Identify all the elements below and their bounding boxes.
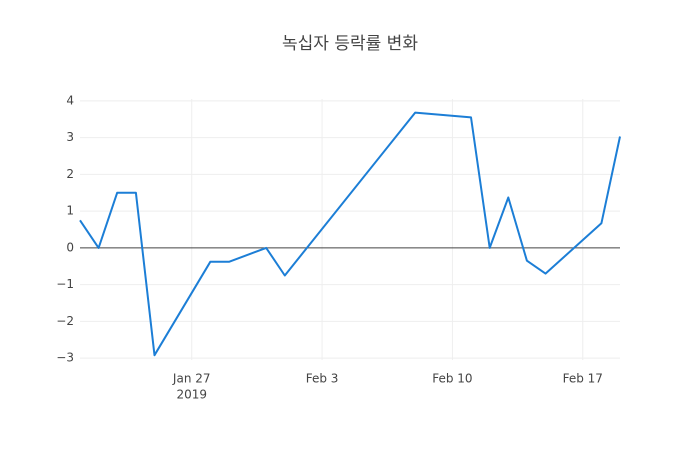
y-tick-label: 1 [66,204,74,218]
chart-title: 녹십자 등락률 변화 [282,34,418,54]
y-tick-label: 3 [66,130,74,144]
x-tick-label: Feb 10 [432,372,472,386]
y-tick-label: −1 [56,277,74,291]
y-tick-label: 0 [66,240,74,254]
y-tick-label: −3 [56,351,74,365]
y-tick-label: 2 [66,167,74,181]
y-tick-label: 4 [66,93,74,107]
x-tick-label: Jan 27 [172,372,211,386]
x-year-label: 2019 [176,388,207,402]
y-tick-label: −2 [56,314,74,328]
x-tick-label: Feb 3 [306,372,339,386]
x-tick-label: Feb 17 [563,372,603,386]
data-line [79,111,621,357]
